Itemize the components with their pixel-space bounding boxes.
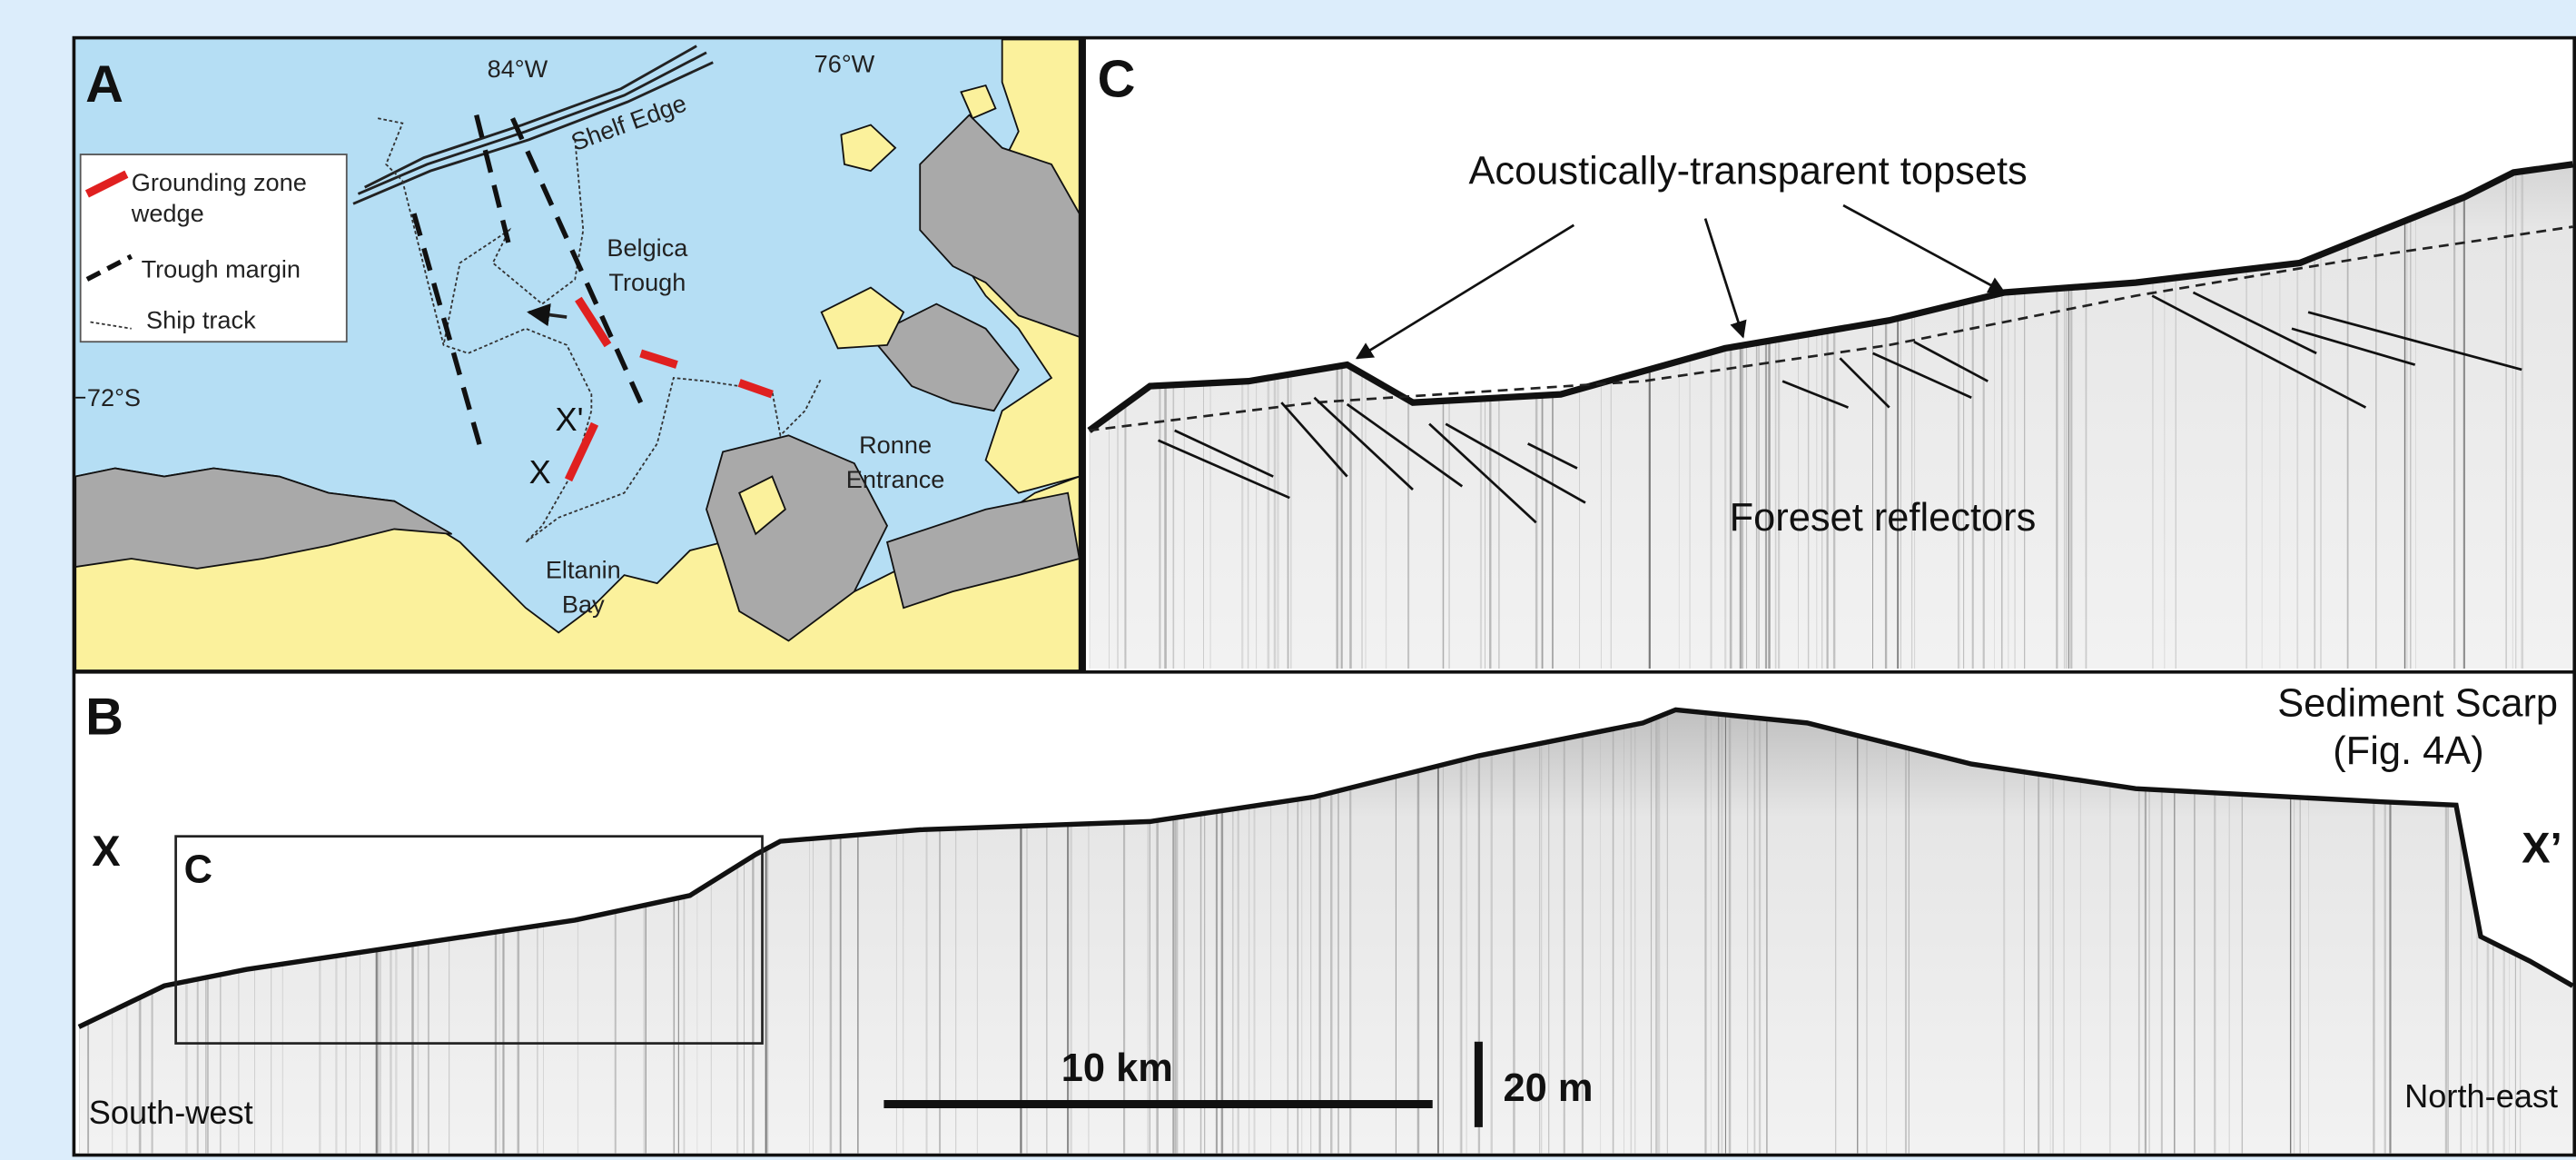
body: A 84°W 76°W 72°S Shelf Edge Belgica Trou… [0,0,2576,1160]
longitude-label: 76°W [814,50,875,78]
panel-b: B Sediment Scarp (Fig. 4A) X X’ C South-… [75,674,2572,1154]
latitude-label: 72°S [87,383,141,411]
annotation: Sediment Scarp [2277,682,2558,726]
panel-a: A 84°W 76°W 72°S Shelf Edge Belgica Trou… [75,39,1079,670]
scale-label: 20 m [1504,1066,1594,1110]
profile-end: X [529,453,551,491]
legend-label: wedge [131,199,204,227]
scale-label: 10 km [1061,1046,1173,1090]
inset-label: C [184,848,212,891]
annotation: (Fig. 4A) [2333,729,2483,773]
profile-end: X [92,827,120,875]
place-name: Belgica [607,233,688,262]
place-name: Eltanin [546,556,621,584]
place-name: Entrance [846,465,945,493]
longitude-label: 84°W [488,55,548,83]
place-name: Bay [562,590,605,619]
legend-label: Ship track [146,306,256,334]
profile-end: X’ [2522,824,2561,872]
legend: Grounding zone wedge Trough margin Ship … [81,154,347,342]
legend-label: Trough margin [142,255,301,283]
panel-label: A [85,55,123,114]
page: Figure {"panel_a": {"label": "A", "longi… [0,0,2576,1160]
legend-label: Grounding zone [132,168,307,196]
panel-c: C Acoustically-transparent topsets Fores… [1086,39,2572,670]
place-name: Trough [608,268,686,296]
direction-label: North-east [2404,1077,2558,1115]
profile-end: X' [556,401,584,438]
panel-label: C [1098,51,1136,109]
annotation: Foreset reflectors [1730,496,2037,540]
annotation: Acoustically-transparent topsets [1468,150,2027,193]
panel-label: B [85,689,123,747]
place-name: Ronne [859,431,932,459]
figure: A 84°W 76°W 72°S Shelf Edge Belgica Trou… [0,0,2576,1160]
direction-label: South-west [89,1094,253,1131]
